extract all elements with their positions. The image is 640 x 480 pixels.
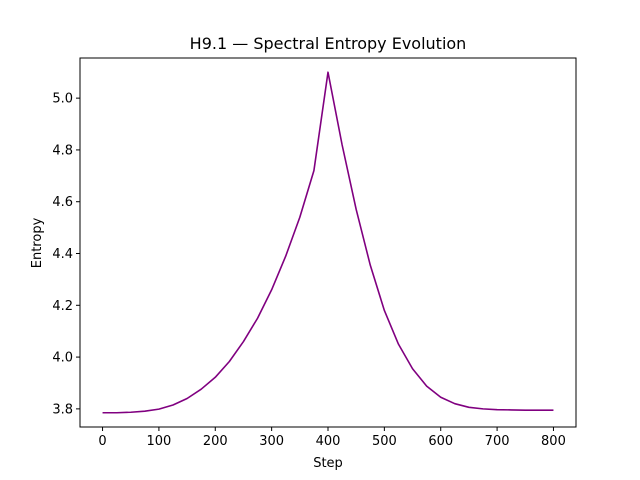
x-tick-label: 800 <box>541 434 566 449</box>
x-tick-label: 600 <box>428 434 453 449</box>
y-tick-label: 5.0 <box>52 92 73 107</box>
y-tick-label: 4.6 <box>52 195 73 210</box>
x-tick-label: 100 <box>146 434 171 449</box>
y-axis-label: Entropy <box>30 217 45 268</box>
x-tick-label: 0 <box>98 434 106 449</box>
series-group <box>102 71 554 414</box>
y-tick-label: 4.0 <box>52 351 73 366</box>
x-tick-label: 400 <box>316 434 341 449</box>
series-line <box>102 71 554 414</box>
x-tick-label: 500 <box>372 434 397 449</box>
y-tick-label: 4.8 <box>52 143 73 158</box>
chart-title: H9.1 — Spectral Entropy Evolution <box>190 34 467 53</box>
y-tick-label: 4.4 <box>52 247 73 262</box>
x-axis-label: Step <box>313 456 343 471</box>
x-tick-label: 300 <box>259 434 284 449</box>
x-tick-label: 200 <box>203 434 228 449</box>
x-axis-ticks: 0 100 200 300 400 500 600 700 800 <box>98 427 566 449</box>
plot-area-frame <box>79 57 577 428</box>
x-tick-label: 700 <box>485 434 510 449</box>
y-tick-label: 4.2 <box>52 299 73 314</box>
y-tick-label: 3.8 <box>52 402 73 417</box>
y-axis-ticks: 3.8 4.0 4.2 4.4 4.6 4.8 5.0 <box>52 92 80 417</box>
